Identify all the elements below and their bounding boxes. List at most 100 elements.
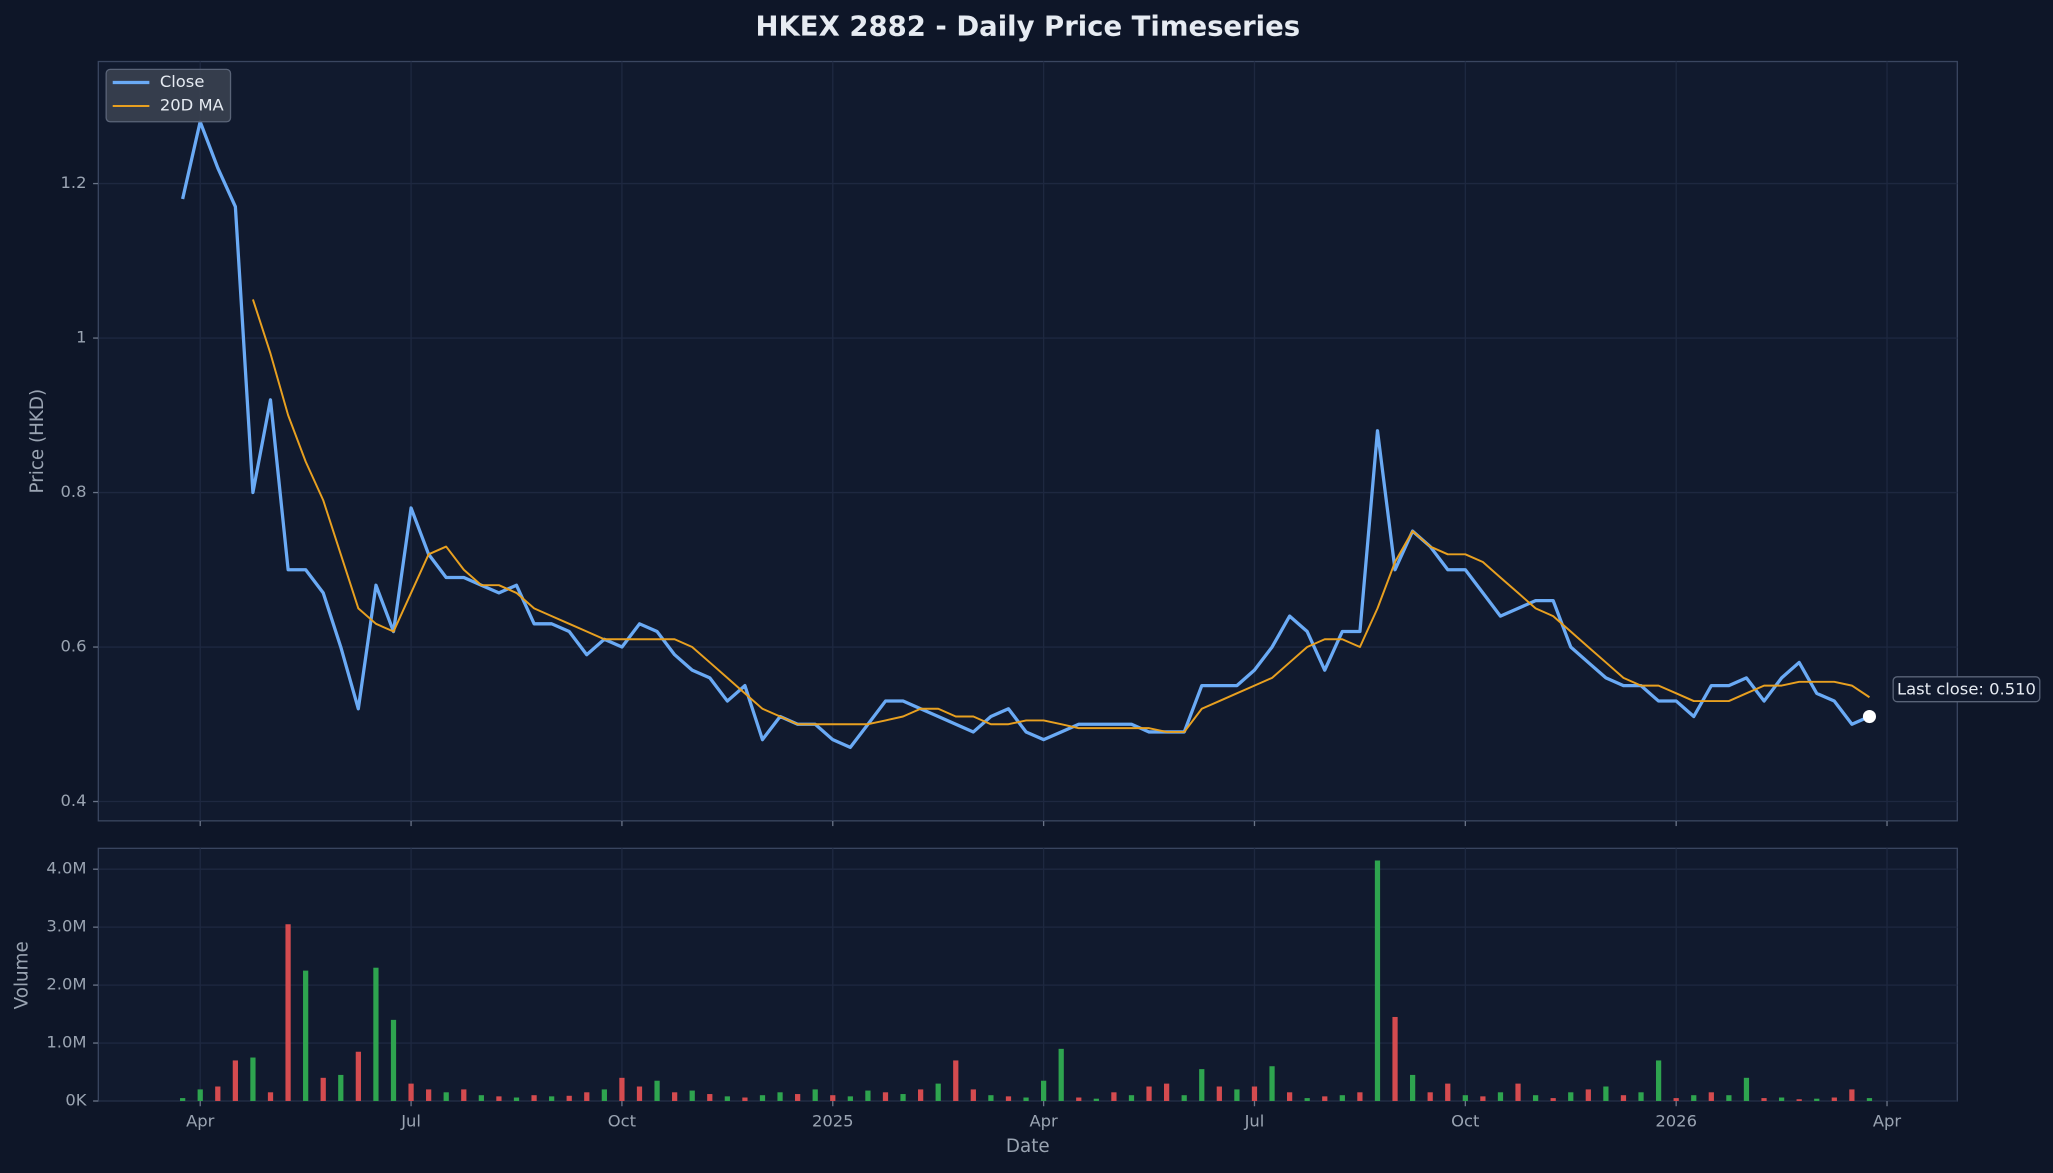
series-line bbox=[181, 120, 1871, 750]
volume-bar bbox=[830, 1095, 836, 1101]
volume-bar bbox=[1831, 1097, 1837, 1101]
volume-bar bbox=[1041, 1080, 1047, 1101]
volume-bar bbox=[250, 1057, 256, 1101]
volume-bar bbox=[1023, 1097, 1029, 1101]
volume-bar bbox=[1357, 1092, 1363, 1101]
volume-bar bbox=[1216, 1086, 1222, 1101]
volume-bar bbox=[1726, 1095, 1732, 1101]
volume-bar bbox=[1691, 1095, 1697, 1101]
volume-bar bbox=[1866, 1098, 1873, 1101]
volume-bar bbox=[1251, 1086, 1258, 1101]
volume-bar bbox=[1585, 1089, 1591, 1101]
volume-plot-area bbox=[97, 847, 1958, 1102]
x-tick-label: Oct bbox=[608, 1111, 637, 1130]
y-tick-label: 0.6 bbox=[60, 637, 86, 656]
volume-bar bbox=[601, 1089, 607, 1101]
y-tick-label: 0K bbox=[65, 1090, 87, 1109]
volume-bar bbox=[1076, 1097, 1082, 1101]
y-axis-label: Volume bbox=[11, 941, 32, 1009]
volume-bar bbox=[215, 1086, 221, 1101]
volume-bar bbox=[812, 1089, 818, 1101]
volume-bar bbox=[865, 1090, 871, 1101]
volume-bar bbox=[689, 1090, 695, 1101]
volume-bar bbox=[1234, 1089, 1240, 1101]
volume-bar bbox=[759, 1095, 766, 1101]
legend-label: Close bbox=[160, 72, 205, 91]
volume-bar bbox=[1480, 1096, 1486, 1101]
volume-bar bbox=[1603, 1086, 1609, 1101]
x-tick-label: 2026 bbox=[1655, 1111, 1697, 1130]
y-tick-label: 1.0M bbox=[46, 1033, 86, 1052]
volume-bar bbox=[707, 1094, 713, 1101]
y-axis-label: Price (HKD) bbox=[27, 389, 48, 494]
volume-bar bbox=[1550, 1098, 1556, 1101]
volume-bar bbox=[1005, 1096, 1012, 1101]
volume-bar bbox=[478, 1095, 484, 1101]
volume-bar bbox=[566, 1095, 572, 1101]
volume-bar bbox=[777, 1092, 783, 1101]
volume-bar bbox=[1427, 1092, 1433, 1101]
volume-bar bbox=[1093, 1098, 1099, 1101]
volume-bar bbox=[1339, 1095, 1345, 1101]
volume-bar bbox=[390, 1019, 397, 1101]
volume-bar bbox=[303, 970, 309, 1101]
volume-bar bbox=[1568, 1092, 1574, 1101]
volume-bar bbox=[918, 1089, 924, 1101]
volume-bar bbox=[1497, 1092, 1504, 1101]
volume-bar bbox=[461, 1089, 467, 1101]
volume-bar bbox=[1445, 1083, 1451, 1101]
volume-bar bbox=[320, 1077, 326, 1101]
y-tick-label: 1 bbox=[76, 328, 86, 347]
volume-bar bbox=[338, 1074, 344, 1101]
annotation-box bbox=[1892, 676, 2041, 703]
volume-bar bbox=[584, 1092, 590, 1101]
volume-bar bbox=[1620, 1095, 1627, 1101]
volume-bar bbox=[970, 1089, 976, 1101]
volume-bar bbox=[1515, 1083, 1521, 1101]
volume-bar bbox=[654, 1080, 660, 1101]
volume-bar bbox=[285, 924, 291, 1101]
volume-bar bbox=[1814, 1098, 1820, 1101]
volume-bar bbox=[795, 1094, 801, 1101]
volume-bar bbox=[1181, 1095, 1187, 1101]
volume-bar bbox=[1638, 1092, 1644, 1101]
volume-bar bbox=[267, 1092, 274, 1101]
volume-bar bbox=[373, 967, 379, 1101]
y-tick-label: 2.0M bbox=[46, 975, 86, 994]
volume-bar bbox=[724, 1096, 730, 1101]
volume-bar bbox=[1743, 1077, 1750, 1101]
volume-bar bbox=[1128, 1095, 1135, 1101]
volume-bar bbox=[935, 1083, 941, 1101]
x-tick-label: Jul bbox=[1244, 1111, 1265, 1130]
volume-bar bbox=[1392, 1016, 1398, 1101]
volume-bar bbox=[531, 1095, 537, 1101]
volume-bar bbox=[408, 1083, 414, 1101]
volume-bar bbox=[953, 1060, 959, 1101]
volume-bar bbox=[672, 1092, 678, 1101]
volume-bar bbox=[988, 1095, 994, 1101]
x-tick-label: Apr bbox=[186, 1111, 215, 1130]
volume-bar bbox=[232, 1060, 238, 1101]
volume-bar bbox=[1164, 1083, 1170, 1101]
volume-bar bbox=[513, 1097, 520, 1101]
volume-bar bbox=[1304, 1098, 1310, 1101]
legend-label: 20D MA bbox=[160, 96, 225, 115]
volume-bar bbox=[1374, 860, 1381, 1101]
volume-bar bbox=[496, 1096, 502, 1101]
volume-bar bbox=[1708, 1092, 1714, 1101]
volume-bar bbox=[1146, 1086, 1152, 1101]
x-tick-label: 2025 bbox=[812, 1111, 854, 1130]
volume-bar bbox=[1286, 1092, 1293, 1101]
volume-bar bbox=[1849, 1089, 1855, 1101]
volume-bar bbox=[1199, 1069, 1205, 1101]
volume-bar bbox=[426, 1089, 432, 1101]
y-tick-label: 3.0M bbox=[46, 917, 86, 936]
chart-title: HKEX 2882 - Daily Price Timeseries bbox=[756, 10, 1301, 42]
x-tick-label: Oct bbox=[1451, 1111, 1480, 1130]
y-tick-label: 0.8 bbox=[60, 482, 86, 501]
volume-bar bbox=[180, 1098, 186, 1101]
volume-bar bbox=[619, 1077, 625, 1101]
volume-bar bbox=[355, 1051, 361, 1101]
